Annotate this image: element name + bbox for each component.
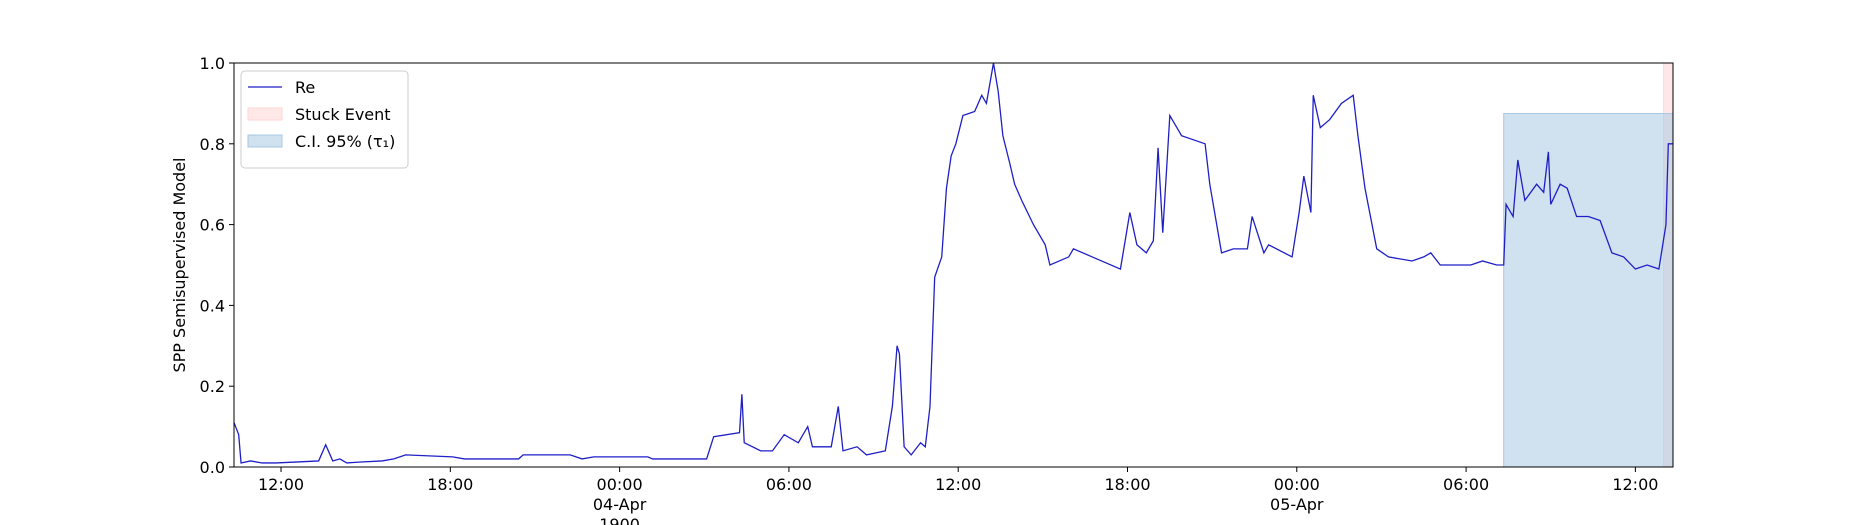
data-line [233,62,1673,464]
y-tick-label: 0.0 [200,458,225,477]
y-tick-label: 1.0 [200,54,225,73]
x-tick-label: 18:00 [1104,475,1150,494]
legend-label: Stuck Event [295,105,391,124]
x-tick-label: 00:00 05-Apr [1270,475,1324,514]
legend-label: C.I. 95% (τ₁) [295,132,395,151]
y-axis-label: SPP Semisupervised Model [170,158,189,373]
x-tick-label: 12:00 [1612,475,1658,494]
y-tick-label: 0.2 [200,377,225,396]
x-tick-label: 12:00 [258,475,304,494]
x-tick-label: 12:00 [935,475,981,494]
legend: Re Stuck Event C.I. 95% (τ₁) [240,70,409,169]
x-tick-label: 18:00 [427,475,473,494]
x-tick-label: 00:00 04-Apr 1900 [593,475,647,525]
plot-frame [233,62,1674,468]
span [1503,113,1674,468]
y-tick-label: 0.6 [200,216,225,235]
y-tick-label: 0.4 [200,296,225,315]
x-tick-label: 06:00 [766,475,812,494]
y-tick-label: 0.8 [200,135,225,154]
legend-label: Re [295,78,315,97]
legend-patch [247,107,283,121]
legend-frame [240,70,409,169]
legend-patch [247,134,283,148]
x-tick-label: 06:00 [1443,475,1489,494]
